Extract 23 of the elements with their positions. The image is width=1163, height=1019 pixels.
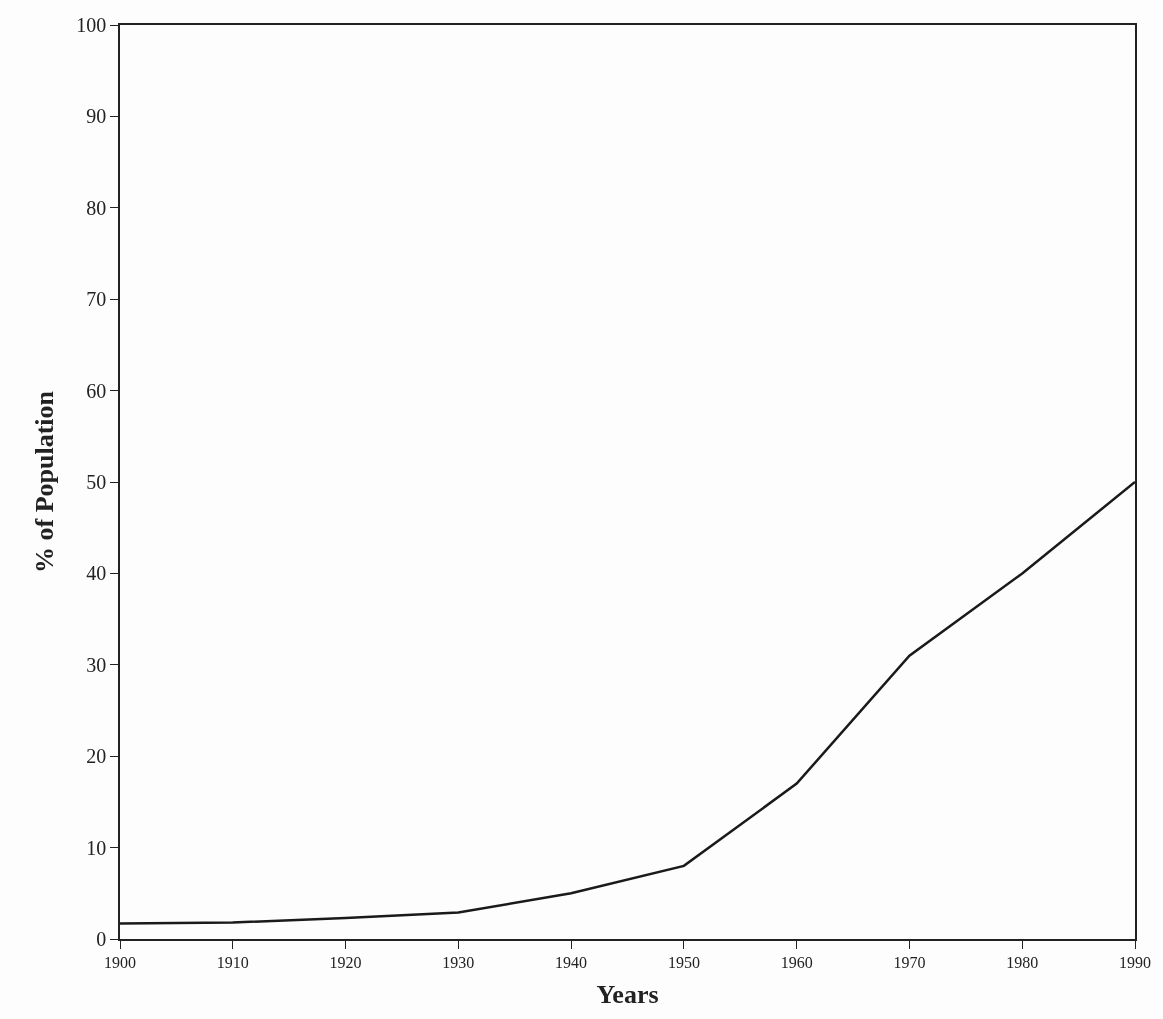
y-tick-label: 30 xyxy=(86,653,107,676)
y-tick-label: 20 xyxy=(86,745,107,768)
x-tick-label: 1960 xyxy=(780,953,813,971)
x-tick-label: 1970 xyxy=(893,953,926,971)
y-tick-label: 50 xyxy=(86,471,107,493)
y-tick-label: 70 xyxy=(86,288,107,311)
x-axis-title: Years xyxy=(596,980,659,1010)
x-tick-label: 1930 xyxy=(442,953,475,971)
y-tick-label: 0 xyxy=(96,928,107,950)
y-tick-label: 40 xyxy=(86,562,107,585)
x-tick-label: 1990 xyxy=(1119,953,1151,971)
y-tick-label: 100 xyxy=(76,14,107,36)
y-axis-title: % of Population xyxy=(30,390,60,574)
y-tick-label: 10 xyxy=(86,836,107,859)
x-tick-label: 1940 xyxy=(555,953,588,971)
y-tick-label: 80 xyxy=(86,196,107,219)
y-tick-label: 60 xyxy=(86,379,107,402)
x-tick-label: 1950 xyxy=(667,953,700,971)
x-tick-label: 1980 xyxy=(1006,953,1039,971)
x-tick-label: 1910 xyxy=(216,953,249,971)
y-tick-label: 90 xyxy=(86,105,107,128)
x-tick-label: 1920 xyxy=(329,953,362,971)
x-tick-label: 1900 xyxy=(104,953,136,971)
